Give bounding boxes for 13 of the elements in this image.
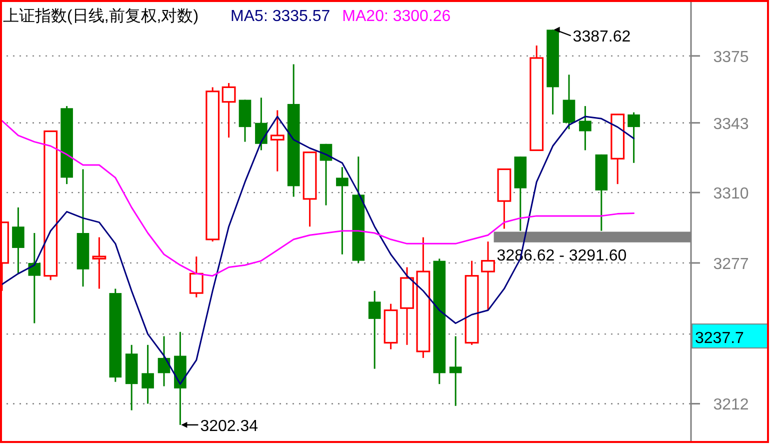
text: MA20: 3300.26 (342, 8, 451, 25)
y-tick-label: 3277 (713, 256, 749, 273)
y-tick-label: 3343 (713, 116, 749, 133)
y-tick-label: 3310 (713, 186, 749, 203)
annotation: 3387.62 (572, 28, 631, 46)
text: MA5: 3335.57 (230, 8, 330, 25)
price-tag: 3237.7 (692, 324, 768, 348)
chart-title: 上证指数(日线,前复权,对数) (3, 7, 199, 25)
y-tick-label: 3375 (713, 48, 749, 66)
annotation: 3202.34 (200, 418, 258, 435)
y-tick-label: 3212 (713, 396, 749, 414)
note: 3202.34 (181, 418, 258, 435)
note: 3387.62 (554, 26, 631, 46)
